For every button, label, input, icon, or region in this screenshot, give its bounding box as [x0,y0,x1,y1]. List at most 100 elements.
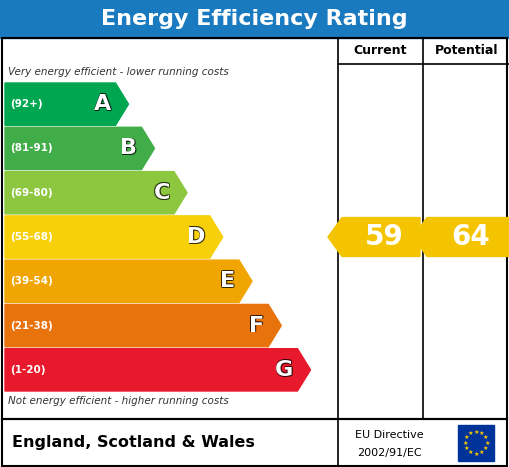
Bar [0,419,509,467]
Text: C: C [153,184,169,204]
Text: ★: ★ [468,431,473,436]
Bar [458,425,494,461]
Text: G: G [275,359,294,379]
Text: F: F [250,316,265,336]
Polygon shape [5,171,187,214]
Text: A: A [95,95,112,115]
Text: F: F [250,315,265,335]
Text: 64: 64 [451,223,490,251]
Text: ★: ★ [478,450,484,455]
Text: D: D [187,228,206,248]
Text: A: A [94,95,110,115]
Text: B: B [121,138,138,158]
Text: G: G [274,361,293,381]
Text: C: C [153,183,169,203]
Text: (69-80): (69-80) [10,188,52,198]
Text: D: D [188,228,207,248]
Text: B: B [120,139,137,159]
Text: F: F [248,315,264,335]
Text: A: A [95,93,112,113]
Text: A: A [94,93,111,113]
Text: E: E [219,271,234,291]
Text: F: F [249,316,264,336]
Text: (92+): (92+) [10,99,43,109]
Text: E: E [221,270,236,290]
Text: ★: ★ [462,440,468,446]
Text: D: D [188,226,207,246]
Text: E: E [220,271,235,291]
Text: B: B [121,139,137,159]
Text: A: A [94,94,110,114]
Polygon shape [5,260,252,303]
Text: 59: 59 [364,223,403,251]
Text: D: D [188,227,207,247]
Text: G: G [276,359,294,379]
Polygon shape [328,218,420,256]
Text: D: D [187,226,206,246]
Text: E: E [220,270,235,290]
Text: F: F [250,316,265,336]
Text: D: D [187,227,205,247]
Polygon shape [5,127,155,170]
Text: (39-54): (39-54) [10,276,53,286]
Text: A: A [95,94,112,114]
Text: B: B [121,138,138,158]
Polygon shape [5,216,223,258]
Text: Very energy efficient - lower running costs: Very energy efficient - lower running co… [8,67,229,77]
Text: F: F [249,315,264,335]
Text: ★: ★ [478,431,484,436]
Text: G: G [274,359,293,379]
Polygon shape [413,218,509,256]
Text: ★: ★ [464,435,469,440]
Polygon shape [5,304,281,347]
Text: ★: ★ [483,435,488,440]
Text: ★: ★ [464,446,469,451]
Bar [0,0,509,38]
Text: C: C [154,184,170,204]
Text: ★: ★ [468,450,473,455]
Text: E: E [221,271,236,291]
Text: C: C [154,183,171,203]
Text: B: B [120,138,137,158]
Text: D: D [187,227,206,247]
Text: B: B [121,139,138,159]
Text: F: F [248,316,264,336]
Text: Not energy efficient - higher running costs: Not energy efficient - higher running co… [8,396,229,406]
Bar [2,38,507,419]
Text: (21-38): (21-38) [10,320,53,331]
Text: ★: ★ [473,430,479,434]
Text: England, Scotland & Wales: England, Scotland & Wales [12,436,255,451]
Text: Potential: Potential [435,44,499,57]
Text: E: E [221,272,236,292]
Text: E: E [220,272,235,292]
Polygon shape [5,83,128,125]
Text: F: F [249,316,264,336]
Text: Current: Current [354,44,407,57]
Text: C: C [154,182,170,202]
Polygon shape [5,349,310,391]
Text: ★: ★ [484,440,490,446]
Text: G: G [276,360,294,380]
Text: A: A [94,94,111,114]
Text: Energy Efficiency Rating: Energy Efficiency Rating [101,9,408,29]
Text: G: G [274,360,293,380]
Text: A: A [94,93,110,113]
Text: A: A [94,95,111,115]
Text: C: C [154,182,171,202]
Text: F: F [248,316,264,336]
Text: E: E [219,272,234,292]
Text: (55-68): (55-68) [10,232,53,242]
Text: B: B [121,138,137,158]
Text: (81-91): (81-91) [10,143,52,154]
Text: G: G [275,361,294,381]
Text: (1-20): (1-20) [10,365,45,375]
Text: B: B [120,138,137,158]
Text: G: G [276,361,294,381]
Text: D: D [187,226,205,246]
Text: B: B [121,138,137,158]
Text: D: D [187,228,205,248]
Text: G: G [275,360,294,380]
Text: E: E [219,270,234,290]
Text: ★: ★ [473,452,479,457]
Text: C: C [153,182,169,202]
